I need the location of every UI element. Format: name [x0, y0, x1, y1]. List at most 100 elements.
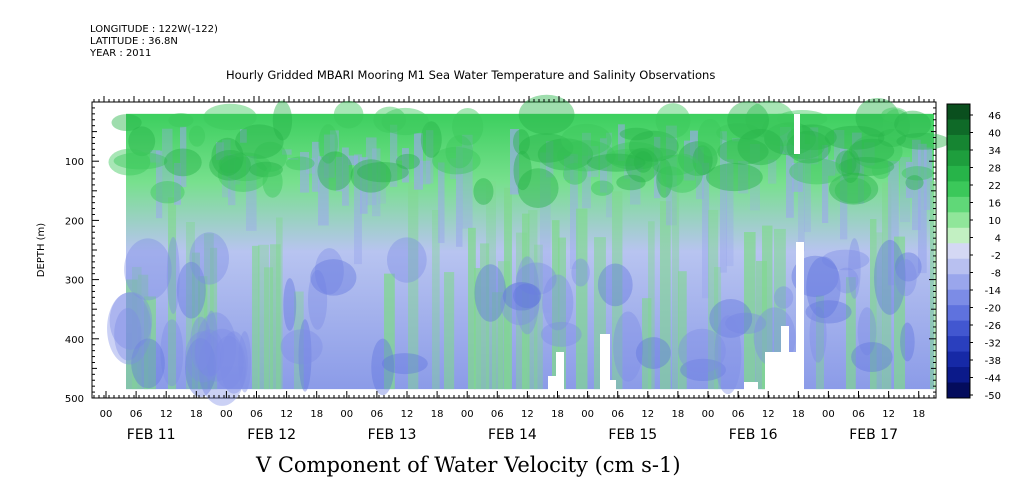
heatmap-streak [636, 161, 644, 171]
heatmap-blob [709, 298, 753, 338]
heatmap-blob [176, 261, 206, 319]
heatmap-blob [166, 237, 180, 314]
heatmap-streak [726, 159, 734, 267]
heatmap-blob [716, 123, 761, 143]
heatmap-field [107, 94, 950, 406]
heatmap-blob [219, 152, 272, 182]
x-hour-label: 06 [371, 409, 384, 420]
colorbar-label: -38 [985, 356, 1001, 367]
missing-data [608, 380, 616, 390]
colorbar-swatch [947, 150, 970, 167]
heatmap-blob [317, 151, 353, 191]
heatmap-streak [762, 225, 773, 390]
heatmap-streak [696, 146, 704, 200]
heatmap-blob [518, 133, 574, 163]
heatmap-streak [792, 162, 803, 192]
x-hour-label: 12 [160, 409, 173, 420]
heatmap-streak [876, 232, 883, 390]
colorbar-swatch [947, 104, 970, 120]
heatmap-streak [354, 154, 362, 265]
heatmap-blob [776, 110, 828, 128]
heatmap-streak [498, 261, 510, 390]
heatmap-streak [846, 277, 856, 390]
heatmap-blob [835, 150, 857, 177]
missing-data [796, 242, 804, 390]
heatmap-blob [513, 129, 530, 155]
colorbar-swatch [947, 274, 970, 291]
heatmap-blob [283, 278, 297, 331]
heatmap-streak [720, 131, 727, 273]
x-hour-label: 18 [792, 409, 805, 420]
x-hour-label: 12 [280, 409, 293, 420]
x-hour-label: 00 [220, 409, 233, 420]
heatmap-blob [562, 162, 588, 185]
heatmap-blob [717, 138, 769, 165]
heatmap-streak [360, 157, 368, 214]
heatmap-blob [395, 153, 420, 170]
heatmap-streak [186, 222, 195, 390]
colorbar-label: 40 [988, 129, 1001, 140]
heatmap-streak [426, 130, 434, 184]
heatmap-streak [198, 276, 208, 390]
heatmap-streak [210, 247, 218, 390]
heatmap-blob [513, 150, 532, 191]
heatmap-streak [522, 213, 530, 390]
heatmap-streak [156, 150, 163, 219]
heatmap-blob [706, 163, 763, 192]
x-hour-label: 06 [732, 409, 745, 420]
heatmap-blob [445, 135, 474, 169]
heatmap-streak [906, 161, 913, 198]
heatmap-streak [612, 191, 623, 390]
colorbar-label: -2 [991, 251, 1001, 262]
x-day-label: FEB 17 [849, 427, 898, 443]
heatmap-blob [597, 263, 633, 307]
heatmap-streak [288, 158, 299, 160]
colorbar-label: 28 [988, 164, 1001, 175]
heatmap-streak [192, 252, 200, 390]
heatmap-blob [697, 118, 723, 157]
heatmap-streak [600, 138, 607, 193]
heatmap-streak [744, 232, 756, 390]
heatmap-blob [107, 292, 152, 365]
heatmap-streak [390, 124, 398, 187]
y-tick-label: 200 [65, 216, 84, 227]
heatmap-blob [821, 249, 870, 271]
colorbar-swatch [947, 336, 970, 353]
x-hour-label: 00 [702, 409, 715, 420]
heatmap-streak [240, 129, 247, 143]
heatmap-streak [144, 296, 156, 390]
heatmap-blob [633, 151, 653, 173]
heatmap-blob [109, 291, 153, 350]
heatmap-blob [203, 103, 257, 131]
heatmap-blob [373, 106, 407, 133]
heatmap-streak [378, 163, 386, 204]
heatmap-blob [655, 103, 691, 139]
heatmap-streak [918, 143, 927, 274]
heatmap-streak [474, 268, 481, 390]
heatmap-streak [402, 148, 409, 183]
colorbar-swatch [947, 258, 970, 275]
heatmap-blob [901, 166, 934, 181]
colorbar-swatch [947, 227, 970, 244]
colorbar-label: -32 [985, 339, 1001, 350]
colorbar-label: 46 [988, 111, 1001, 122]
heatmap-streak [366, 137, 377, 206]
heatmap-streak [372, 148, 381, 217]
heatmap-blob [619, 127, 654, 141]
x-hour-label: 00 [822, 409, 835, 420]
heatmap-streak [528, 210, 538, 390]
heatmap-streak [336, 156, 344, 192]
heatmap-blob [590, 180, 614, 196]
heatmap-streak [246, 156, 257, 231]
heatmap-blob [894, 252, 922, 282]
heatmap-streak [504, 187, 512, 390]
heatmap-blob [725, 312, 767, 335]
heatmap-blob [213, 335, 244, 389]
heatmap-blob [333, 100, 364, 129]
heatmap-blob [500, 282, 540, 326]
heatmap-blob [473, 178, 494, 205]
heatmap-blob [163, 148, 202, 177]
heatmap-streak [396, 156, 404, 161]
missing-data [744, 382, 758, 390]
